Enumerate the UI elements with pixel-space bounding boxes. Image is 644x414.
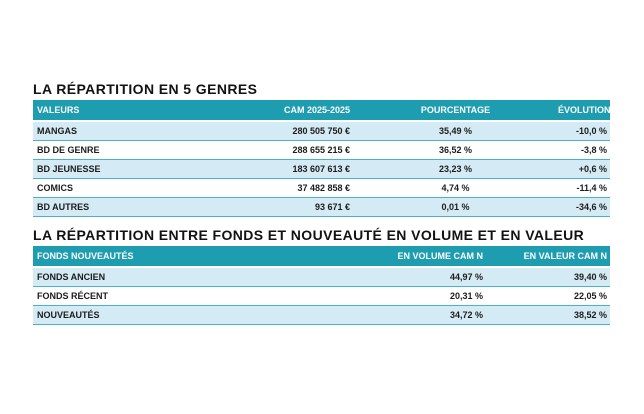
column-header-volume-cam: EN VOLUME CAM N: [397, 250, 484, 261]
volume-value: 44,97 %: [449, 271, 483, 282]
table-row-bd-de-genre: BD DE GENRE 288 655 215 € 36,52 % -3,8 %: [33, 141, 610, 160]
row-label: FONDS RÉCENT: [37, 290, 109, 301]
report-content: LA RÉPARTITION EN 5 GENRES VALEURS CAM 2…: [33, 81, 611, 325]
cam-value: 288 655 215 €: [292, 144, 350, 155]
volume-value: 34,72 %: [449, 309, 483, 320]
column-header-cam: CAM 2025-2025: [283, 104, 350, 115]
cam-value: 280 505 750 €: [292, 125, 350, 136]
valeur-value: 38,52 %: [573, 309, 607, 320]
table-row-bd-jeunesse: BD JEUNESSE 183 607 613 € 23,23 % +0,6 %: [33, 160, 610, 179]
percent-value: 0,01 %: [441, 201, 470, 212]
percent-value: 4,74 %: [441, 182, 470, 193]
cam-value: 93 671 €: [314, 201, 350, 212]
row-label: MANGAS: [37, 125, 77, 136]
table-row-mangas: MANGAS 280 505 750 € 35,49 % -10,0 %: [33, 122, 610, 141]
valeur-value: 39,40 %: [573, 271, 607, 282]
table-genres-header-row: VALEURS CAM 2025-2025 POURCENTAGE ÉVOLUT…: [33, 100, 611, 120]
column-header-evolution: ÉVOLUTION: [558, 104, 611, 115]
percent-value: 35,49 %: [438, 125, 473, 136]
percent-value: 23,23 %: [438, 163, 473, 174]
row-label: BD AUTRES: [37, 201, 90, 212]
evolution-value: -3,8 %: [580, 144, 607, 155]
column-header-fonds-nouveautes: FONDS NOUVEAUTÉS: [37, 250, 134, 261]
row-label: COMICS: [37, 182, 73, 193]
table-row-comics: COMICS 37 482 858 € 4,74 % -11,4 %: [33, 179, 610, 198]
row-label: NOUVEAUTÉS: [37, 309, 100, 320]
row-label: FONDS ANCIEN: [37, 271, 106, 282]
genres-table-title: LA RÉPARTITION EN 5 GENRES: [33, 81, 258, 97]
evolution-value: +0,6 %: [578, 163, 607, 174]
row-label: BD JEUNESSE: [37, 163, 101, 174]
table-row-fonds-recent: FONDS RÉCENT 20,31 % 22,05 %: [33, 287, 610, 306]
table-row-fonds-ancien: FONDS ANCIEN 44,97 % 39,40 %: [33, 268, 610, 287]
table-row-bd-autres: BD AUTRES 93 671 € 0,01 % -34,6 %: [33, 198, 610, 217]
cam-value: 183 607 613 €: [292, 163, 350, 174]
evolution-value: -11,4 %: [576, 182, 607, 193]
column-header-pourcentage: POURCENTAGE: [420, 104, 491, 115]
table-genres: VALEURS CAM 2025-2025 POURCENTAGE ÉVOLUT…: [33, 100, 611, 217]
cam-value: 37 482 858 €: [297, 182, 350, 193]
volume-value: 20,31 %: [449, 290, 483, 301]
column-header-valeurs: VALEURS: [37, 104, 80, 115]
table-row-nouveautes: NOUVEAUTÉS 34,72 % 38,52 %: [33, 306, 610, 325]
table-fonds-header-row: FONDS NOUVEAUTÉS EN VOLUME CAM N EN VALE…: [33, 246, 610, 266]
column-header-valeur-cam: EN VALEUR CAM N: [523, 250, 607, 261]
row-label: BD DE GENRE: [37, 144, 100, 155]
evolution-value: -34,6 %: [575, 201, 607, 212]
fonds-table-title: LA RÉPARTITION ENTRE FONDS ET NOUVEAUTÉ …: [33, 227, 585, 243]
evolution-value: -10,0 %: [575, 125, 607, 136]
table-fonds-nouveautes: FONDS NOUVEAUTÉS EN VOLUME CAM N EN VALE…: [33, 246, 610, 325]
percent-value: 36,52 %: [438, 144, 473, 155]
valeur-value: 22,05 %: [573, 290, 607, 301]
